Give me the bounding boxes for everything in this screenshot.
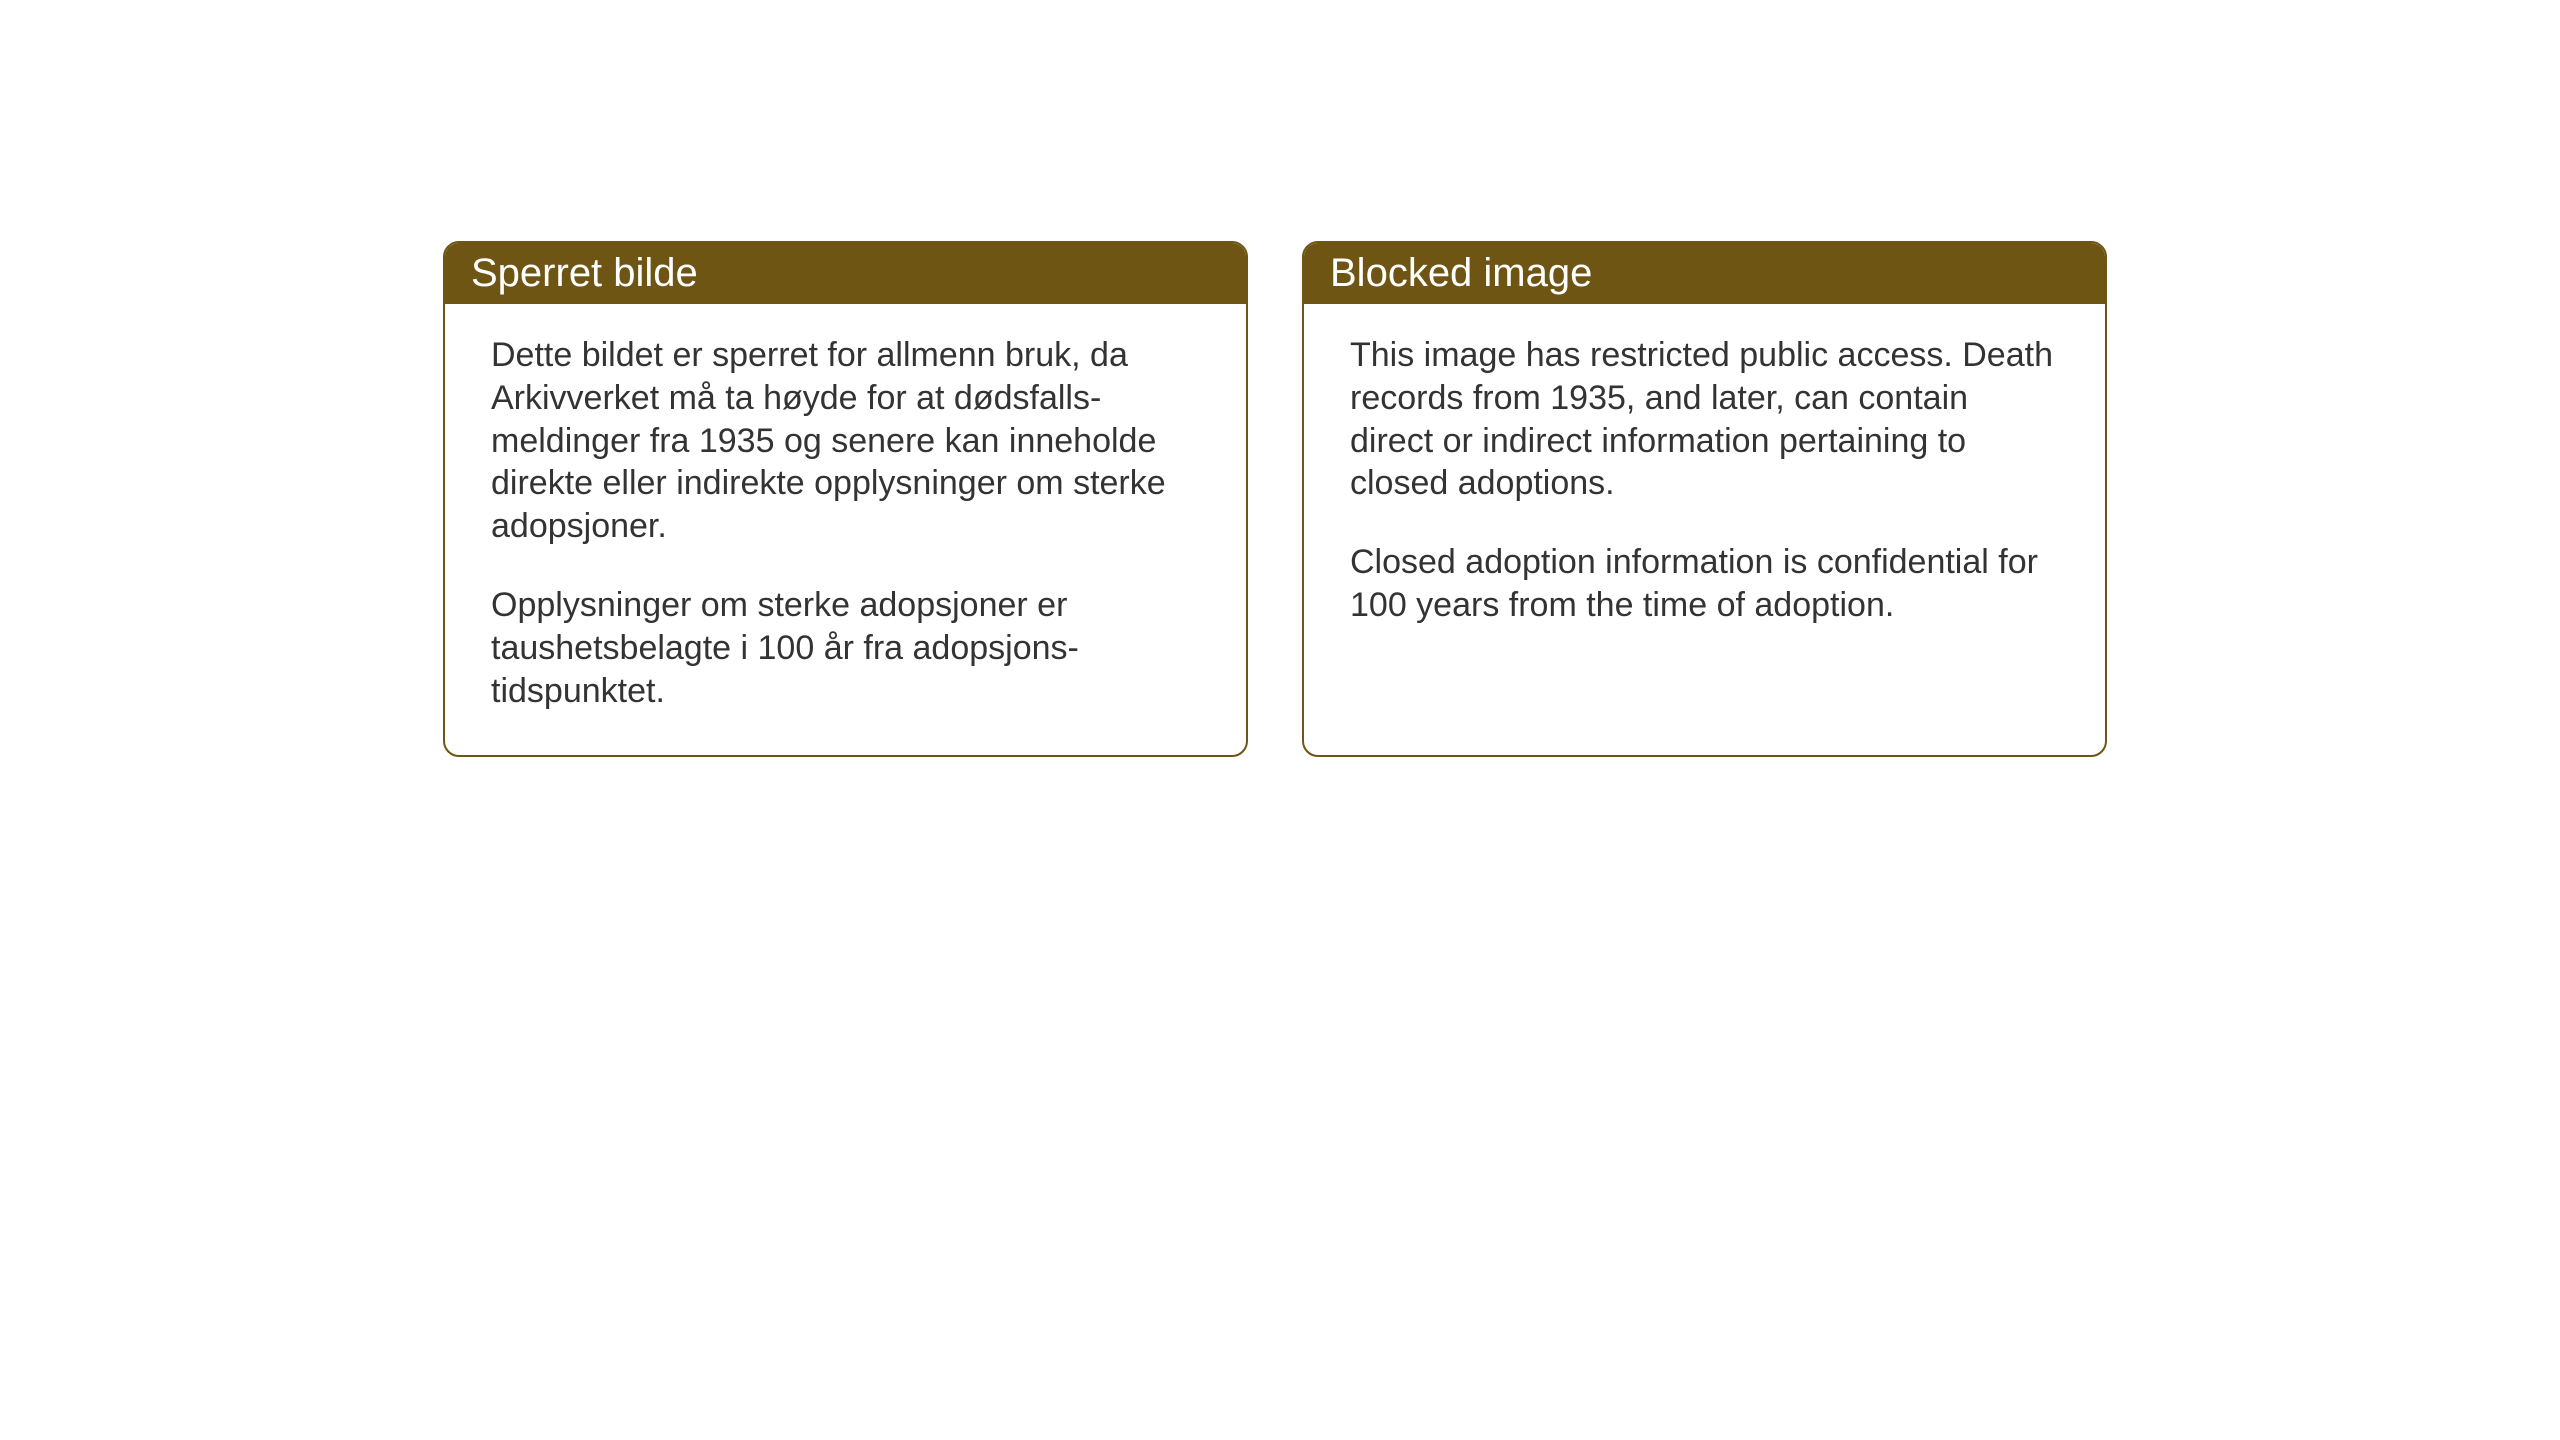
card-header-english: Blocked image — [1304, 243, 2105, 304]
paragraph-2-english: Closed adoption information is confident… — [1350, 541, 2059, 627]
card-body-english: This image has restricted public access.… — [1304, 304, 2105, 669]
card-title-norwegian: Sperret bilde — [471, 251, 698, 295]
notice-container: Sperret bilde Dette bildet er sperret fo… — [443, 241, 2107, 757]
card-title-english: Blocked image — [1330, 251, 1592, 295]
card-header-norwegian: Sperret bilde — [445, 243, 1246, 304]
paragraph-1-english: This image has restricted public access.… — [1350, 334, 2059, 505]
paragraph-1-norwegian: Dette bildet er sperret for allmenn bruk… — [491, 334, 1200, 548]
notice-card-english: Blocked image This image has restricted … — [1302, 241, 2107, 757]
card-body-norwegian: Dette bildet er sperret for allmenn bruk… — [445, 304, 1246, 755]
notice-card-norwegian: Sperret bilde Dette bildet er sperret fo… — [443, 241, 1248, 757]
paragraph-2-norwegian: Opplysninger om sterke adopsjoner er tau… — [491, 584, 1200, 712]
